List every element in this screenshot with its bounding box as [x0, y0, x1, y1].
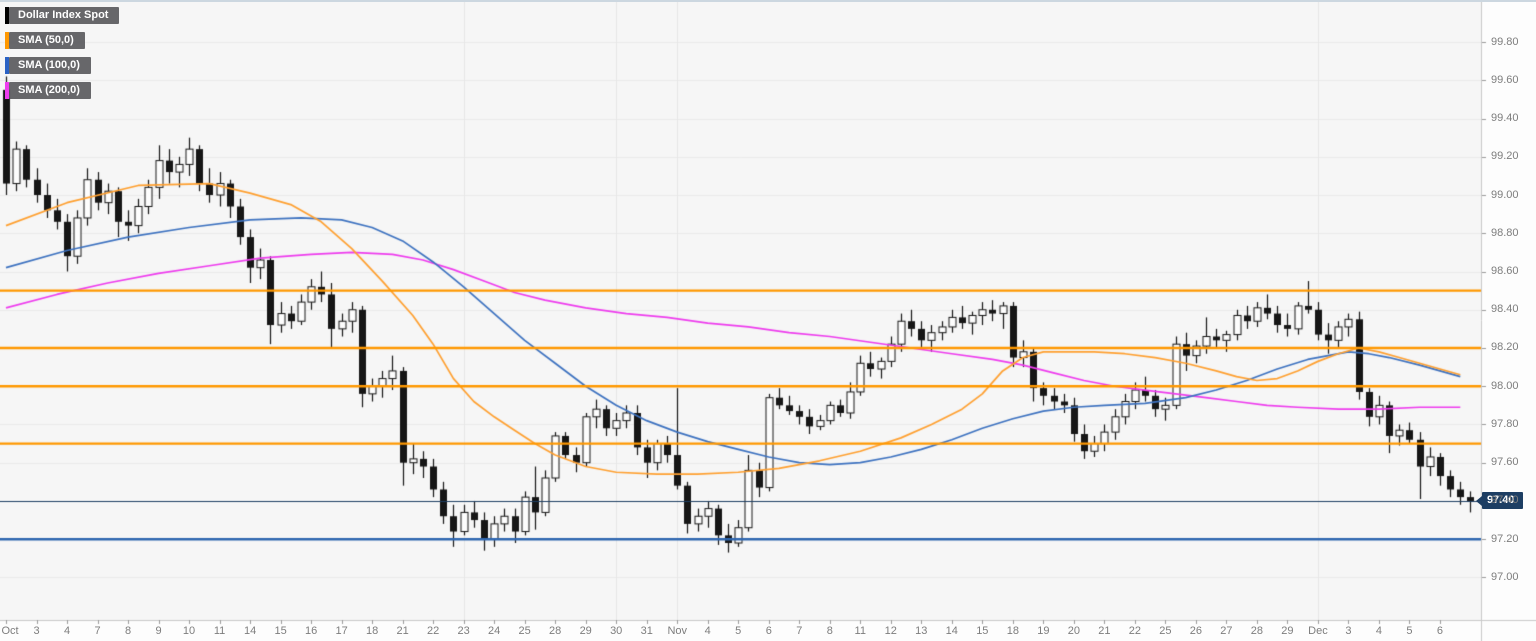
legend-label: SMA (200,0) — [9, 82, 91, 99]
series-color-swatch — [5, 82, 9, 99]
legend-label: Dollar Index Spot — [9, 7, 120, 24]
current-price-value: 97.40 — [1487, 494, 1515, 507]
time-axis[interactable] — [0, 620, 1536, 641]
legend-item-sma200[interactable]: SMA (200,0) — [5, 82, 119, 99]
window-top-border — [0, 0, 1536, 2]
legend-item-sma100[interactable]: SMA (100,0) — [5, 57, 119, 74]
chart-legend: Dollar Index Spot SMA (50,0) SMA (100,0)… — [5, 7, 120, 107]
legend-label: SMA (50,0) — [9, 32, 85, 49]
current-price-badge: 97.40 — [1476, 492, 1523, 510]
series-color-swatch — [5, 57, 9, 74]
legend-item-price[interactable]: Dollar Index Spot — [5, 7, 120, 24]
legend-item-sma50[interactable]: SMA (50,0) — [5, 32, 119, 49]
price-axis[interactable] — [1481, 0, 1536, 620]
price-badge-arrow-icon — [1476, 495, 1482, 506]
series-color-swatch — [5, 32, 9, 49]
legend-label: SMA (100,0) — [9, 57, 91, 74]
series-color-swatch — [5, 7, 9, 24]
